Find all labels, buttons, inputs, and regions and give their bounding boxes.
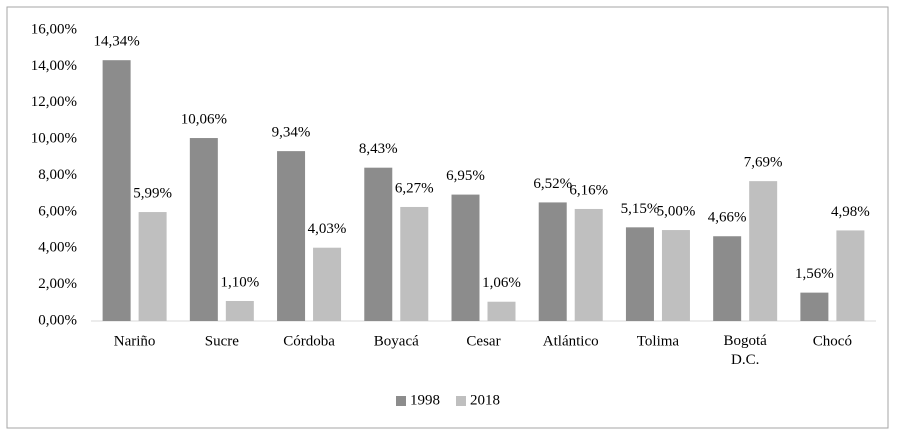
value-label: 6,52% bbox=[533, 176, 572, 192]
bar bbox=[364, 167, 393, 321]
y-tick-label: 0,00% bbox=[38, 312, 77, 328]
y-tick-label: 14,00% bbox=[31, 58, 77, 74]
legend-swatch bbox=[396, 396, 406, 406]
value-label: 7,69% bbox=[744, 155, 783, 171]
value-label: 4,03% bbox=[308, 221, 347, 237]
y-tick-label: 6,00% bbox=[38, 203, 77, 219]
bar bbox=[538, 202, 567, 321]
value-label: 4,98% bbox=[831, 204, 870, 220]
x-tick-label: Chocó bbox=[813, 333, 852, 349]
value-label: 1,06% bbox=[482, 275, 521, 291]
legend-swatch bbox=[456, 396, 466, 406]
value-label: 6,27% bbox=[395, 180, 434, 196]
bar bbox=[574, 208, 603, 321]
bar bbox=[800, 292, 829, 321]
legend-label: 2018 bbox=[470, 392, 500, 408]
bar bbox=[400, 206, 429, 321]
bar bbox=[138, 212, 167, 321]
bar bbox=[713, 236, 742, 321]
bar bbox=[749, 181, 778, 321]
value-label: 6,95% bbox=[446, 168, 485, 184]
y-tick-label: 12,00% bbox=[31, 94, 77, 110]
bar bbox=[625, 227, 654, 321]
bar bbox=[102, 60, 131, 321]
bar bbox=[225, 300, 254, 321]
value-label: 8,43% bbox=[359, 141, 398, 157]
value-label: 6,16% bbox=[569, 182, 608, 198]
x-tick-label: Boyacá bbox=[374, 333, 419, 349]
x-tick-label: Nariño bbox=[114, 333, 156, 349]
value-label: 5,99% bbox=[133, 185, 172, 201]
x-tick-label: Bogotá D.C. bbox=[723, 333, 767, 368]
value-label: 4,66% bbox=[708, 210, 747, 226]
y-tick-label: 2,00% bbox=[38, 276, 77, 292]
value-label: 5,00% bbox=[657, 204, 696, 220]
bar bbox=[487, 301, 516, 321]
y-tick-label: 8,00% bbox=[38, 167, 77, 183]
x-tick-label: Atlántico bbox=[543, 333, 599, 349]
x-tick-label: Tolima bbox=[637, 333, 680, 349]
bar bbox=[451, 194, 480, 321]
value-label: 9,34% bbox=[272, 125, 311, 141]
value-label: 1,10% bbox=[220, 274, 259, 290]
bar bbox=[189, 138, 218, 321]
x-tick-label: Sucre bbox=[205, 333, 239, 349]
bar bbox=[313, 247, 342, 321]
value-label: 14,34% bbox=[93, 34, 139, 50]
bar bbox=[836, 230, 865, 321]
y-tick-label: 10,00% bbox=[31, 131, 77, 147]
value-label: 1,56% bbox=[795, 266, 834, 282]
value-label: 10,06% bbox=[181, 111, 227, 127]
x-tick-label: Córdoba bbox=[283, 333, 335, 349]
value-label: 5,15% bbox=[621, 201, 660, 217]
bar bbox=[277, 151, 306, 321]
y-tick-label: 16,00% bbox=[31, 21, 77, 37]
legend-label: 1998 bbox=[410, 392, 440, 408]
bar bbox=[661, 230, 690, 321]
x-tick-label: Cesar bbox=[466, 333, 500, 349]
y-tick-label: 4,00% bbox=[38, 240, 77, 256]
